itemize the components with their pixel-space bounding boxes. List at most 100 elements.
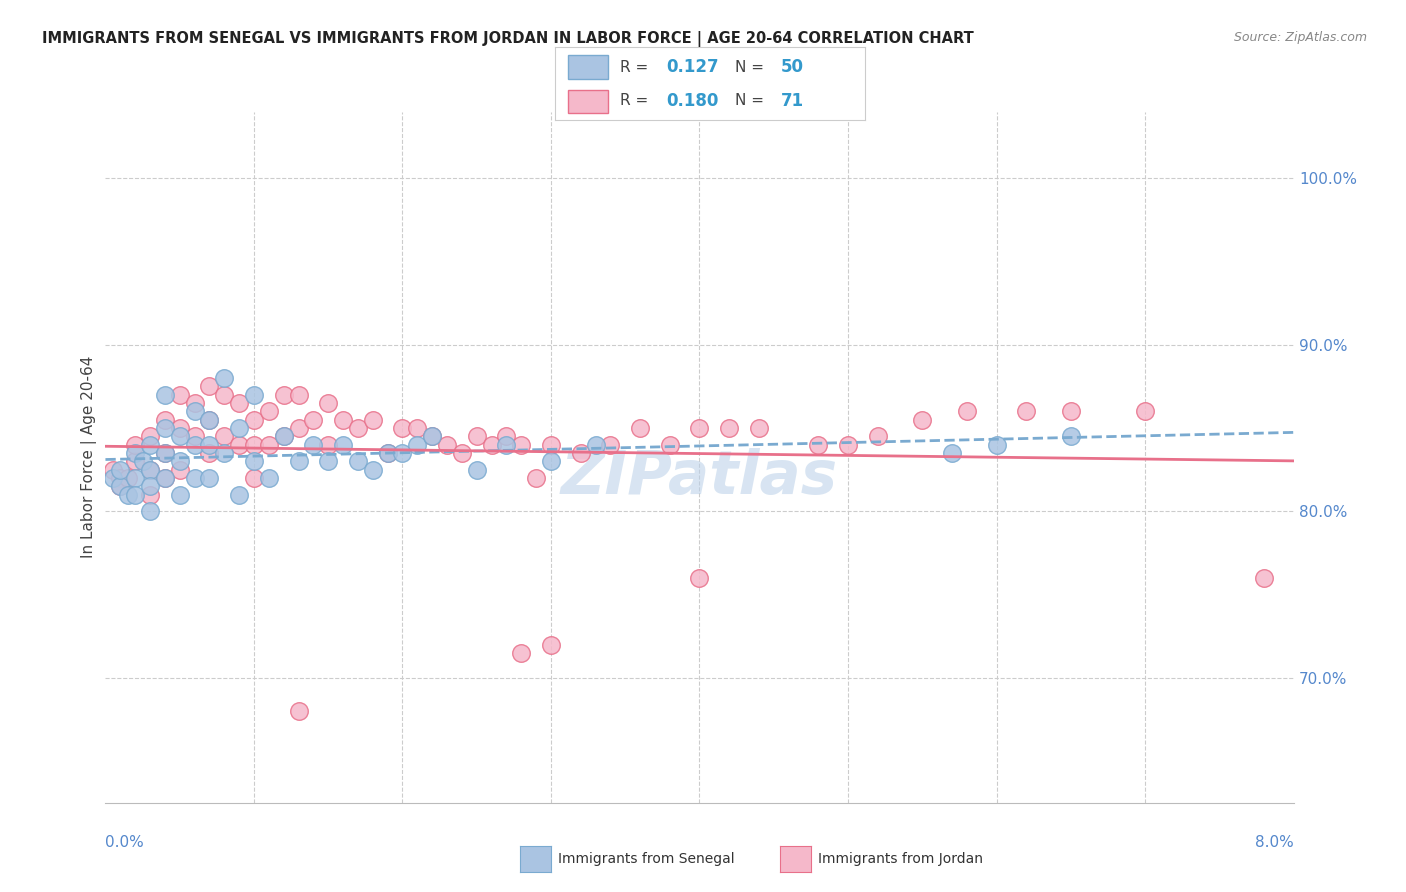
Point: [257, 437, 280, 451]
Point: [316, 454, 339, 468]
Text: IMMIGRANTS FROM SENEGAL VS IMMIGRANTS FROM JORDAN IN LABOR FORCE | AGE 20-64 COR: IMMIGRANTS FROM SENEGAL VS IMMIGRANTS FR…: [42, 31, 974, 47]
Point: [169, 454, 191, 468]
Point: [748, 421, 770, 435]
Point: [110, 479, 132, 493]
Point: [347, 454, 370, 468]
Point: [110, 471, 132, 485]
Point: [273, 429, 295, 443]
Point: [540, 437, 562, 451]
Point: [101, 471, 124, 485]
Point: [243, 471, 266, 485]
Point: [117, 471, 139, 485]
Point: [183, 429, 205, 443]
Point: [956, 404, 979, 418]
Point: [332, 412, 354, 426]
Point: [377, 446, 399, 460]
Point: [198, 412, 221, 426]
Point: [420, 429, 443, 443]
Point: [169, 387, 191, 401]
Point: [214, 371, 236, 385]
Text: ZIPatlas: ZIPatlas: [561, 449, 838, 508]
Point: [718, 421, 741, 435]
Text: Immigrants from Jordan: Immigrants from Jordan: [818, 852, 983, 866]
Point: [228, 396, 250, 410]
Point: [287, 421, 309, 435]
Bar: [568, 90, 607, 113]
Point: [287, 704, 309, 718]
Point: [628, 421, 651, 435]
Text: N =: N =: [735, 93, 769, 108]
Point: [124, 471, 146, 485]
Point: [169, 488, 191, 502]
Text: 8.0%: 8.0%: [1254, 836, 1294, 850]
Point: [1015, 404, 1038, 418]
Point: [257, 471, 280, 485]
Point: [257, 404, 280, 418]
Point: [124, 488, 146, 502]
Point: [153, 446, 176, 460]
Point: [117, 488, 139, 502]
Point: [495, 429, 517, 443]
Text: R =: R =: [620, 93, 654, 108]
Point: [243, 412, 266, 426]
Point: [287, 387, 309, 401]
Point: [153, 471, 176, 485]
Text: N =: N =: [735, 60, 769, 75]
Point: [124, 454, 146, 468]
Point: [169, 421, 191, 435]
Point: [599, 437, 621, 451]
Point: [436, 437, 458, 451]
Point: [139, 479, 162, 493]
Point: [465, 429, 488, 443]
Point: [332, 437, 354, 451]
Text: 71: 71: [782, 92, 804, 110]
Point: [183, 396, 205, 410]
Point: [198, 437, 221, 451]
Point: [214, 429, 236, 443]
Point: [569, 446, 592, 460]
Point: [316, 437, 339, 451]
Text: 0.0%: 0.0%: [105, 836, 145, 850]
Point: [124, 437, 146, 451]
Point: [198, 379, 221, 393]
Point: [198, 471, 221, 485]
Bar: [568, 55, 607, 78]
Text: Source: ZipAtlas.com: Source: ZipAtlas.com: [1233, 31, 1367, 45]
Point: [110, 479, 132, 493]
Point: [139, 429, 162, 443]
Point: [153, 471, 176, 485]
Point: [302, 437, 325, 451]
Point: [183, 471, 205, 485]
Point: [585, 437, 607, 451]
Point: [420, 429, 443, 443]
Point: [214, 387, 236, 401]
Point: [198, 446, 221, 460]
Point: [153, 387, 176, 401]
Point: [689, 571, 711, 585]
Point: [807, 437, 830, 451]
Point: [228, 437, 250, 451]
Point: [510, 437, 533, 451]
Point: [406, 437, 429, 451]
Point: [377, 446, 399, 460]
Point: [1133, 404, 1156, 418]
Point: [183, 404, 205, 418]
Text: Immigrants from Senegal: Immigrants from Senegal: [558, 852, 735, 866]
Text: 0.180: 0.180: [666, 92, 718, 110]
Point: [540, 638, 562, 652]
Point: [139, 463, 162, 477]
Point: [131, 454, 153, 468]
Point: [273, 429, 295, 443]
Point: [243, 454, 266, 468]
Point: [361, 412, 384, 426]
Point: [391, 421, 413, 435]
Point: [153, 446, 176, 460]
Point: [481, 437, 503, 451]
Point: [169, 463, 191, 477]
Point: [465, 463, 488, 477]
Text: 0.127: 0.127: [666, 58, 720, 76]
Point: [450, 446, 472, 460]
Point: [524, 471, 547, 485]
Point: [243, 387, 266, 401]
Point: [153, 412, 176, 426]
